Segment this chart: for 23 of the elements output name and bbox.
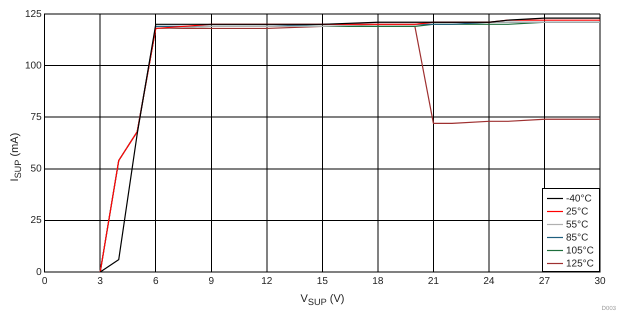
legend-label: 105°C [566, 245, 594, 256]
y-tick-label: 0 [36, 266, 42, 278]
x-tick-label: 27 [538, 276, 550, 287]
legend-label: 85°C [566, 232, 588, 244]
x-tick-label: 12 [261, 276, 273, 287]
x-tick-label: 9 [208, 276, 214, 287]
x-tick-label: 21 [428, 276, 440, 287]
legend-label: 125°C [566, 258, 594, 270]
legend-label: 55°C [566, 219, 588, 230]
x-tick-label: 6 [152, 276, 159, 287]
y-tick-label: 25 [30, 215, 42, 226]
x-tick-label: 3 [97, 276, 104, 287]
y-tick-label: 50 [30, 164, 42, 175]
x-tick-label: 18 [372, 276, 384, 287]
y-tick-label: 125 [24, 8, 42, 20]
y-tick-label: 75 [30, 112, 42, 123]
x-tick-label: 24 [483, 276, 495, 287]
x-tick-label: 15 [316, 276, 328, 287]
x-axis-title: V$_{SUP}$ (V) [300, 293, 346, 308]
legend-label: 25°C [566, 206, 588, 218]
legend-label: -40°C [566, 193, 592, 204]
y-tick-label: 100 [24, 60, 42, 72]
x-tick-label: 30 [594, 276, 606, 287]
